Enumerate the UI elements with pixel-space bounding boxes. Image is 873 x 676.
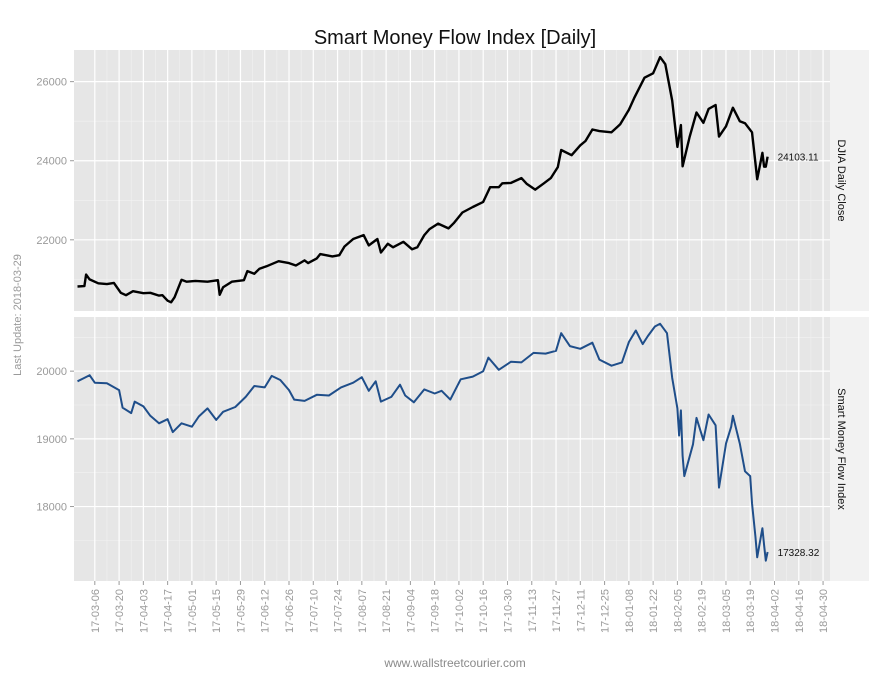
x-tick-label: 17-04-17 <box>163 589 175 633</box>
panel-0: 22000 24000 26000 24103.11 DJIA Daily Close <box>36 50 869 311</box>
panel-strip <box>830 317 869 581</box>
x-tick-label: 18-02-19 <box>697 589 709 633</box>
series-line <box>77 55 769 304</box>
last-update-label: Last Update: 2018-03-29 <box>12 254 24 376</box>
x-tick-label: 17-03-20 <box>114 589 126 633</box>
x-tick-label: 18-01-22 <box>648 589 660 633</box>
x-tick-label: 17-10-02 <box>454 589 466 633</box>
x-tick-label: 17-04-03 <box>138 589 150 633</box>
x-tick-label: 17-05-01 <box>187 589 199 633</box>
x-tick-label: 18-01-08 <box>624 589 636 633</box>
x-tick-label: 18-02-05 <box>672 589 684 633</box>
y-tick-label: 20000 <box>36 366 67 378</box>
x-tick-label: 17-07-10 <box>308 589 320 633</box>
x-tick-label: 18-04-16 <box>794 589 806 633</box>
x-tick-label: 17-11-27 <box>551 589 563 632</box>
last-value-label: 17328.32 <box>778 548 820 559</box>
x-tick-label: 17-07-24 <box>333 589 345 633</box>
y-tick-label: 19000 <box>36 434 67 446</box>
x-tick-label: 17-05-29 <box>235 589 247 633</box>
x-tick-label: 17-10-16 <box>478 589 490 633</box>
x-tick-label: 17-11-13 <box>527 589 539 632</box>
x-tick-label: 17-03-06 <box>90 589 102 633</box>
x-tick-label: 17-09-04 <box>405 589 417 633</box>
x-tick-label: 18-04-02 <box>770 589 782 633</box>
panel-strip <box>830 50 869 311</box>
y-tick-label: 18000 <box>36 502 67 514</box>
x-tick-label: 17-12-25 <box>600 589 612 633</box>
x-tick-label: 17-08-21 <box>381 589 393 633</box>
x-tick-label: 17-06-12 <box>260 589 272 633</box>
footer-url: www.wallstreetcourier.com <box>383 656 525 670</box>
last-value-label: 24103.11 <box>778 153 819 164</box>
x-tick-label: 17-12-11 <box>575 589 587 632</box>
series-line <box>77 322 769 562</box>
panel-1: 18000 19000 20000 17328.32 Smart Money Flow … <box>36 317 869 581</box>
x-tick-label: 17-09-18 <box>430 589 442 633</box>
x-tick-label: 18-04-30 <box>818 589 830 633</box>
x-tick-label: 17-10-30 <box>502 589 514 633</box>
x-tick-label: 17-06-26 <box>284 589 296 633</box>
x-tick-label: 18-03-19 <box>745 589 757 633</box>
y-tick-label: 26000 <box>36 77 67 89</box>
x-tick-label: 18-03-05 <box>721 589 733 633</box>
y-tick-label: 24000 <box>36 156 67 168</box>
panel-background <box>74 50 830 311</box>
x-tick-label: 17-05-15 <box>211 589 223 633</box>
x-tick-label: 17-08-07 <box>357 589 369 633</box>
chart-title: Smart Money Flow Index [Daily] <box>314 27 596 49</box>
y-tick-label: 22000 <box>36 235 67 247</box>
panel-strip-label: Smart Money Flow Index <box>835 388 847 510</box>
panel-background <box>74 317 830 581</box>
panel-strip-label: DJIA Daily Close <box>835 140 847 222</box>
